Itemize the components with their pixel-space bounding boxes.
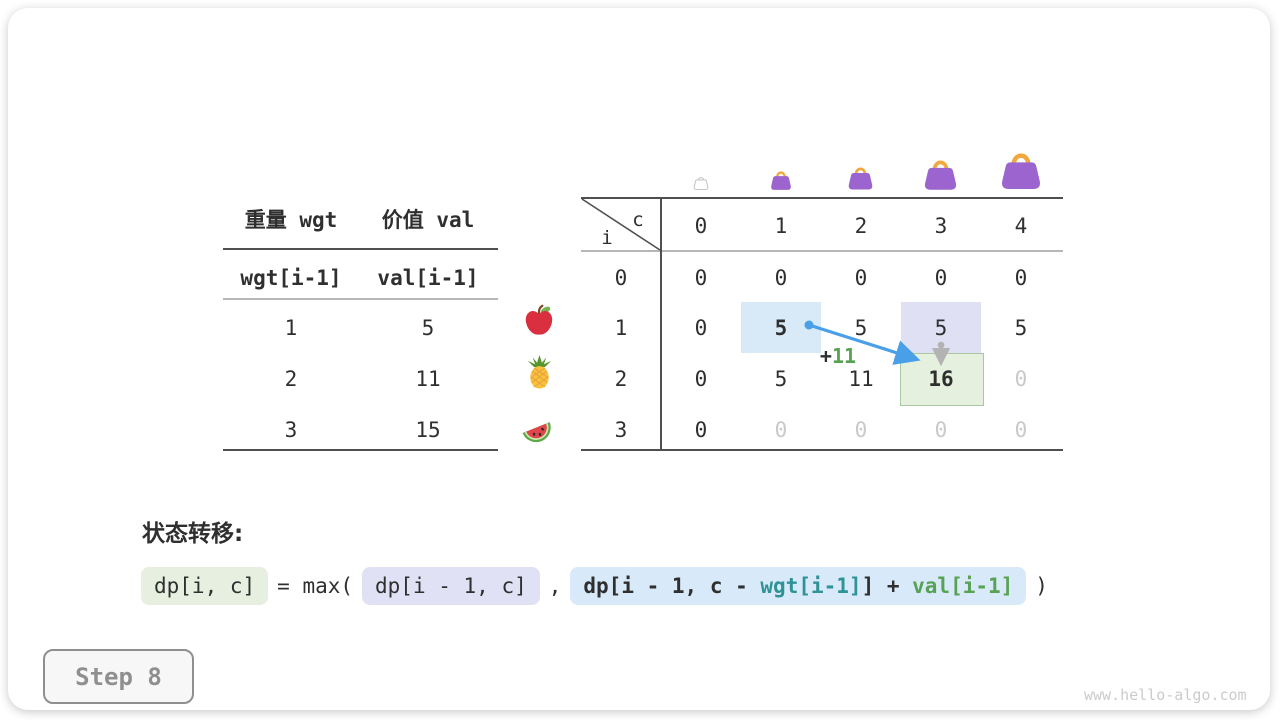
item-value: 5 <box>421 316 435 340</box>
pineapple-icon <box>527 355 552 389</box>
items-col-header-weight: 重量 wgt <box>244 208 338 232</box>
state-transition-formula: dp[i, c] = max( dp[i - 1, c] , dp[i - 1,… <box>141 567 1048 605</box>
arg2-val: val[i-1] <box>912 574 1014 598</box>
dp-col-header: 0 <box>694 214 708 238</box>
items-col-header-value: 价值 val <box>381 208 475 232</box>
empty-bag-icon <box>693 176 709 191</box>
watermelon-icon <box>522 422 551 443</box>
formula-eq-max: = max( <box>277 574 354 598</box>
formula-arg2-box: dp[i - 1, c - wgt[i-1]] + val[i-1] <box>570 567 1027 605</box>
bag-icon <box>771 171 791 190</box>
dp-cell-uncomputed: 0 <box>774 418 788 442</box>
bag-icon <box>1002 153 1040 189</box>
dp-cell-uncomputed: 0 <box>1014 367 1028 391</box>
items-index-wgt: wgt[i-1] <box>240 266 342 290</box>
state-transition-label: 状态转移: <box>142 521 244 547</box>
formula-close-paren: ) <box>1035 574 1048 598</box>
arg2-part1: dp[i - 1, c - <box>583 574 761 598</box>
dp-cell: 5 <box>854 316 868 340</box>
dp-cell-uncomputed: 0 <box>854 418 868 442</box>
item-weight: 3 <box>284 418 298 442</box>
items-index-val: val[i-1] <box>377 266 479 290</box>
dp-cell: 0 <box>694 266 708 290</box>
bag-icon <box>848 167 873 190</box>
dp-corner-row-label: i <box>601 227 613 249</box>
dp-row-header: 3 <box>614 418 628 442</box>
dp-cell: 11 <box>848 367 874 391</box>
item-weight: 1 <box>284 316 298 340</box>
transfer-add-label: +11 <box>820 344 856 368</box>
diagram-card: 重量 wgt 价值 val wgt[i-1] val[i-1] 1 5 2 11… <box>8 8 1270 710</box>
dp-table-rule-header <box>581 250 1063 252</box>
dp-cell-target: 16 <box>928 367 954 391</box>
dp-table-rule-vertical <box>660 197 662 451</box>
dp-row-header: 2 <box>614 367 628 391</box>
dp-cell-uncomputed: 0 <box>934 418 948 442</box>
item-value: 11 <box>415 367 441 391</box>
dp-cell-uncomputed: 0 <box>1014 418 1028 442</box>
dp-corner-col-label: c <box>632 209 644 231</box>
plus-sign: + <box>819 344 832 368</box>
item-weight: 2 <box>284 367 298 391</box>
arg2-part3: ] + <box>861 574 913 598</box>
dp-cell-source: 5 <box>774 316 788 340</box>
dp-cell: 0 <box>694 367 708 391</box>
dp-cell: 0 <box>854 266 868 290</box>
dp-col-header: 1 <box>774 214 788 238</box>
transfer-arrows <box>581 198 951 367</box>
dp-cell-source: 5 <box>934 316 948 340</box>
dp-cell: 5 <box>774 367 788 391</box>
items-table-rule-top <box>223 248 498 250</box>
dp-cell: 0 <box>934 266 948 290</box>
dp-table-rule-top <box>581 197 1063 199</box>
dp-row-header: 0 <box>614 266 628 290</box>
dp-corner-diagonal <box>581 198 661 251</box>
dp-cell: 5 <box>1014 316 1028 340</box>
dp-col-header: 3 <box>934 214 948 238</box>
formula-lhs-box: dp[i, c] <box>141 567 269 605</box>
watermark: www.hello-algo.com <box>1084 686 1247 704</box>
dp-row-header: 1 <box>614 316 628 340</box>
arg2-wgt: wgt[i-1] <box>760 574 862 598</box>
dp-cell: 0 <box>1014 266 1028 290</box>
item-value: 15 <box>415 418 441 442</box>
dp-cell: 0 <box>694 316 708 340</box>
step-badge: Step 8 <box>43 649 194 704</box>
added-value: 11 <box>831 344 857 368</box>
formula-separator: , <box>548 574 562 598</box>
dp-col-header: 4 <box>1014 214 1028 238</box>
bag-icon <box>924 160 957 190</box>
dp-table-rule-bottom <box>581 449 1063 451</box>
items-table-rule-mid <box>223 298 498 300</box>
dp-col-header: 2 <box>854 214 868 238</box>
formula-arg1-box: dp[i - 1, c] <box>362 567 540 605</box>
dp-cell: 0 <box>774 266 788 290</box>
apple-icon <box>525 304 553 335</box>
dp-cell: 0 <box>694 418 708 442</box>
items-table-rule-bottom <box>223 449 498 451</box>
